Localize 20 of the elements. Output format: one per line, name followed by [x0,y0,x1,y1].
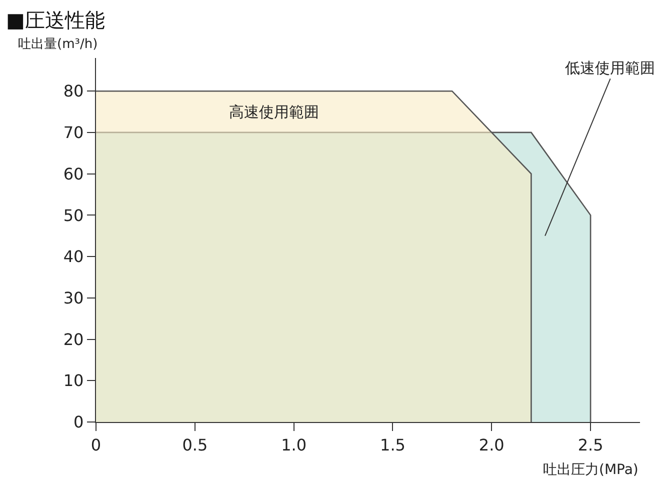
y-tick-label: 40 [63,247,84,266]
series-label: 高速使用範囲 [229,103,319,121]
y-tick-label: 70 [63,123,84,142]
y-tick-label: 30 [63,288,84,308]
y-tick-label: 10 [63,371,84,390]
x-tick-label: 1.5 [380,435,406,454]
chart-title: ■圧送性能 [6,8,105,32]
text: 低速使用範囲 [565,59,655,77]
y-tick-label: 80 [63,82,84,101]
y-tick-label: 0 [74,412,84,432]
x-axis-title: 吐出圧力(MPa) [543,462,638,478]
x-tick-label: 1.0 [281,435,307,454]
x-tick-label: 2.0 [478,435,504,454]
y-axis-title: 吐出量(m³/h) [18,37,98,52]
y-tick-label: 20 [63,330,84,349]
x-tick-label: 0 [90,435,102,454]
x-tick-label: 2.5 [578,435,604,454]
x-tick-label: 0.5 [182,435,208,454]
y-tick-label: 60 [63,164,84,184]
y-tick-label: 50 [63,206,84,225]
